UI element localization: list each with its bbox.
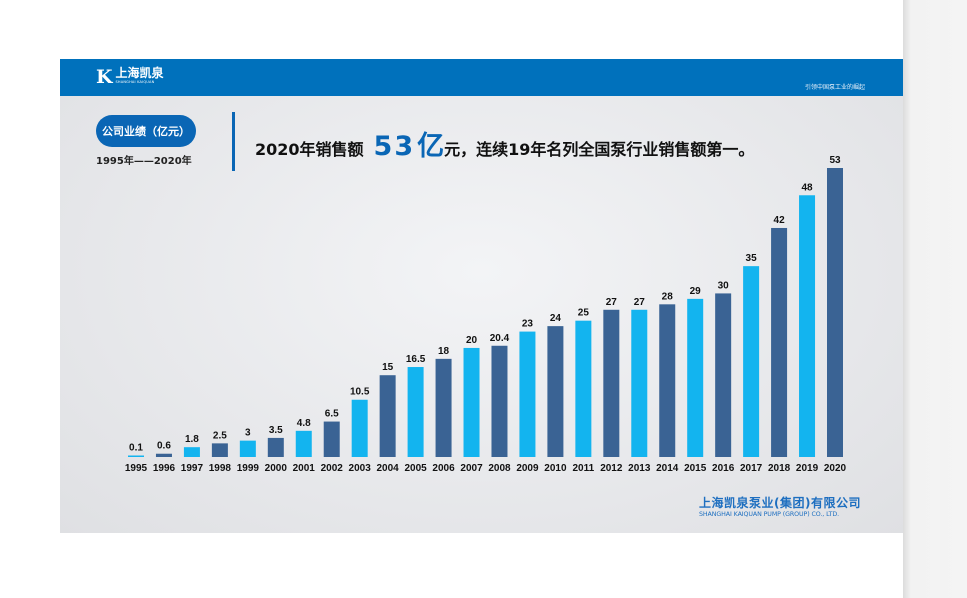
bar-2017 (743, 266, 760, 457)
data-label-2015: 29 (690, 286, 702, 297)
data-label-2016: 30 (718, 280, 730, 291)
company-logo: K 上海凯泉 SHANGHAI KAIQUAN (96, 66, 164, 88)
data-label-2000: 3.5 (269, 425, 283, 436)
bar-2003 (351, 399, 368, 457)
data-label-2008: 20.4 (490, 333, 510, 344)
x-tick-2001: 2001 (293, 463, 316, 474)
divider (232, 112, 235, 171)
headline: 2020年销售额 53 亿 元，连续19年名列全国泵行业销售额第一。 (255, 124, 754, 163)
x-tick-2013: 2013 (628, 463, 651, 474)
x-tick-2015: 2015 (684, 463, 707, 474)
bar-2004 (379, 375, 396, 457)
x-tick-2005: 2005 (404, 463, 427, 474)
data-label-1996: 0.6 (157, 441, 171, 452)
year-range: 1995年——2020年 (96, 156, 192, 167)
bar-2002 (323, 421, 340, 457)
content-area: 公司业绩（亿元） 1995年——2020年 2020年销售额 53 亿 元，连续… (60, 96, 903, 533)
bar-2018 (771, 227, 788, 457)
x-tick-2017: 2017 (740, 463, 763, 474)
x-tick-2006: 2006 (432, 463, 455, 474)
bar-2011 (575, 320, 592, 457)
x-tick-2019: 2019 (796, 463, 819, 474)
bar-1995 (128, 455, 144, 457)
x-tick-2004: 2004 (377, 463, 400, 474)
x-tick-2018: 2018 (768, 463, 791, 474)
x-tick-2020: 2020 (824, 463, 847, 474)
data-label-2010: 24 (550, 313, 562, 324)
x-tick-1996: 1996 (153, 463, 176, 474)
footer-company-cn: 上海凯泉泵业(集团)有限公司 (699, 496, 861, 510)
bar-2007 (463, 347, 480, 457)
footer-company-en: SHANGHAI KAIQUAN PUMP (GROUP) CO., LTD. (699, 511, 840, 518)
x-tick-2010: 2010 (544, 463, 567, 474)
data-label-2005: 16.5 (406, 354, 426, 365)
footer-company-logo: 上海凯泉泵业(集团)有限公司 SHANGHAI KAIQUAN PUMP (GR… (699, 494, 861, 518)
logo-cn: 上海凯泉 (115, 66, 164, 80)
bar-1997 (183, 447, 200, 457)
x-tick-1995: 1995 (125, 463, 148, 474)
headline-unit: 亿 (417, 131, 445, 162)
bar-chart: 0.1 1995 0.6 1996 1.8 1997 2.5 1998 3 1999 3.5 2000… (125, 155, 847, 474)
tagline: 引领中国泵工业的崛起 (804, 84, 865, 91)
data-label-1995: 0.1 (129, 443, 143, 454)
x-tick-2014: 2014 (656, 463, 679, 474)
bar-2000 (267, 437, 284, 457)
x-tick-2007: 2007 (460, 463, 483, 474)
x-tick-2008: 2008 (488, 463, 511, 474)
x-tick-2012: 2012 (600, 463, 623, 474)
data-label-2020: 53 (829, 155, 841, 166)
data-label-1998: 2.5 (213, 430, 227, 441)
bar-2015 (687, 298, 704, 457)
data-label-2019: 48 (801, 182, 813, 193)
data-label-2014: 28 (662, 291, 674, 302)
x-tick-2000: 2000 (265, 463, 288, 474)
bar-1996 (155, 453, 172, 457)
data-label-2009: 23 (522, 319, 534, 330)
logo-en: SHANGHAI KAIQUAN (115, 80, 155, 84)
x-tick-2003: 2003 (349, 463, 372, 474)
data-label-2007: 20 (466, 335, 478, 346)
bar-2020 (827, 168, 843, 457)
page-margin (903, 0, 967, 598)
x-tick-1999: 1999 (237, 463, 260, 474)
x-tick-1998: 1998 (209, 463, 232, 474)
bar-2008 (491, 345, 508, 457)
bar-2010 (547, 326, 564, 457)
bar-2005 (407, 367, 424, 457)
data-label-2012: 27 (606, 297, 618, 308)
section-pill: 公司业绩（亿元） (96, 115, 196, 147)
bar-2014 (659, 304, 676, 457)
data-label-1997: 1.8 (185, 434, 199, 445)
headline-prefix: 2020年销售额 (255, 140, 364, 159)
x-tick-1997: 1997 (181, 463, 204, 474)
bar-2019 (799, 195, 816, 457)
data-label-2006: 18 (438, 346, 450, 357)
logo-mark-icon: K (96, 66, 112, 88)
data-label-2004: 15 (382, 362, 394, 373)
data-label-2013: 27 (634, 297, 646, 308)
bar-1998 (211, 443, 228, 457)
data-label-1999: 3 (245, 428, 251, 439)
bar-2012 (603, 309, 620, 457)
x-tick-2009: 2009 (516, 463, 539, 474)
data-label-2003: 10.5 (350, 387, 370, 398)
bar-2001 (295, 430, 312, 457)
bar-1999 (239, 440, 256, 457)
data-label-2017: 35 (746, 253, 758, 264)
x-tick-2002: 2002 (321, 463, 344, 474)
x-tick-2016: 2016 (712, 463, 735, 474)
data-label-2011: 25 (578, 308, 590, 319)
header-bar: K 上海凯泉 SHANGHAI KAIQUAN 引领中国泵工业的崛起 (60, 59, 903, 96)
slide: K 上海凯泉 SHANGHAI KAIQUAN 引领中国泵工业的崛起 公司业绩（… (60, 0, 903, 598)
data-label-2001: 4.8 (297, 418, 311, 429)
data-label-2002: 6.5 (325, 409, 339, 420)
bar-2009 (519, 331, 536, 457)
bar-2013 (631, 309, 648, 457)
data-label-2018: 42 (774, 215, 786, 226)
bar-2006 (435, 358, 452, 457)
x-tick-2011: 2011 (573, 463, 595, 474)
bar-2016 (715, 293, 732, 457)
headline-number: 53 (373, 131, 416, 162)
headline-suffix: 元，连续19年名列全国泵行业销售额第一。 (444, 140, 755, 159)
